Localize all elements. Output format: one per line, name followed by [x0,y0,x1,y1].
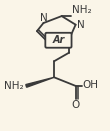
Text: NH₂: NH₂ [72,5,92,15]
Text: N: N [77,20,84,30]
Text: Ar: Ar [52,35,65,45]
Text: NH₂: NH₂ [4,81,24,91]
Polygon shape [26,77,54,87]
Text: N: N [39,13,47,23]
Text: O: O [72,100,80,110]
Text: OH: OH [82,80,98,90]
FancyBboxPatch shape [45,33,72,48]
